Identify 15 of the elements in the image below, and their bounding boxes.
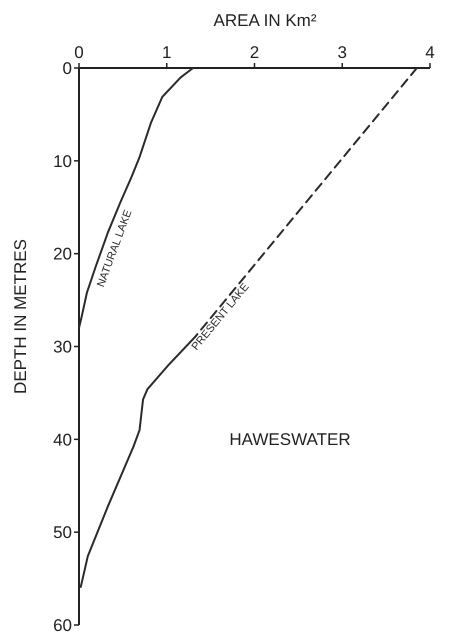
y-tick-label: 60 bbox=[53, 616, 72, 634]
y-tick-label: 10 bbox=[53, 152, 72, 171]
x-tick-label: 0 bbox=[74, 43, 84, 62]
x-tick-label: 1 bbox=[162, 43, 172, 62]
y-tick-label: 30 bbox=[53, 337, 72, 356]
x-tick-label: 3 bbox=[338, 43, 347, 62]
annotation: HAWESWATER bbox=[229, 430, 351, 449]
y-axis-title: DEPTH IN METRES bbox=[11, 239, 30, 394]
y-tick-label: 20 bbox=[53, 244, 72, 264]
x-tick-label: 2 bbox=[250, 43, 260, 62]
y-tick-label: 0 bbox=[62, 58, 72, 78]
x-axis-title: AREA IN Km² bbox=[214, 11, 317, 30]
y-tick-label: 40 bbox=[53, 430, 72, 450]
y-tick-label: 50 bbox=[53, 523, 72, 542]
x-tick-label: 4 bbox=[425, 43, 435, 62]
